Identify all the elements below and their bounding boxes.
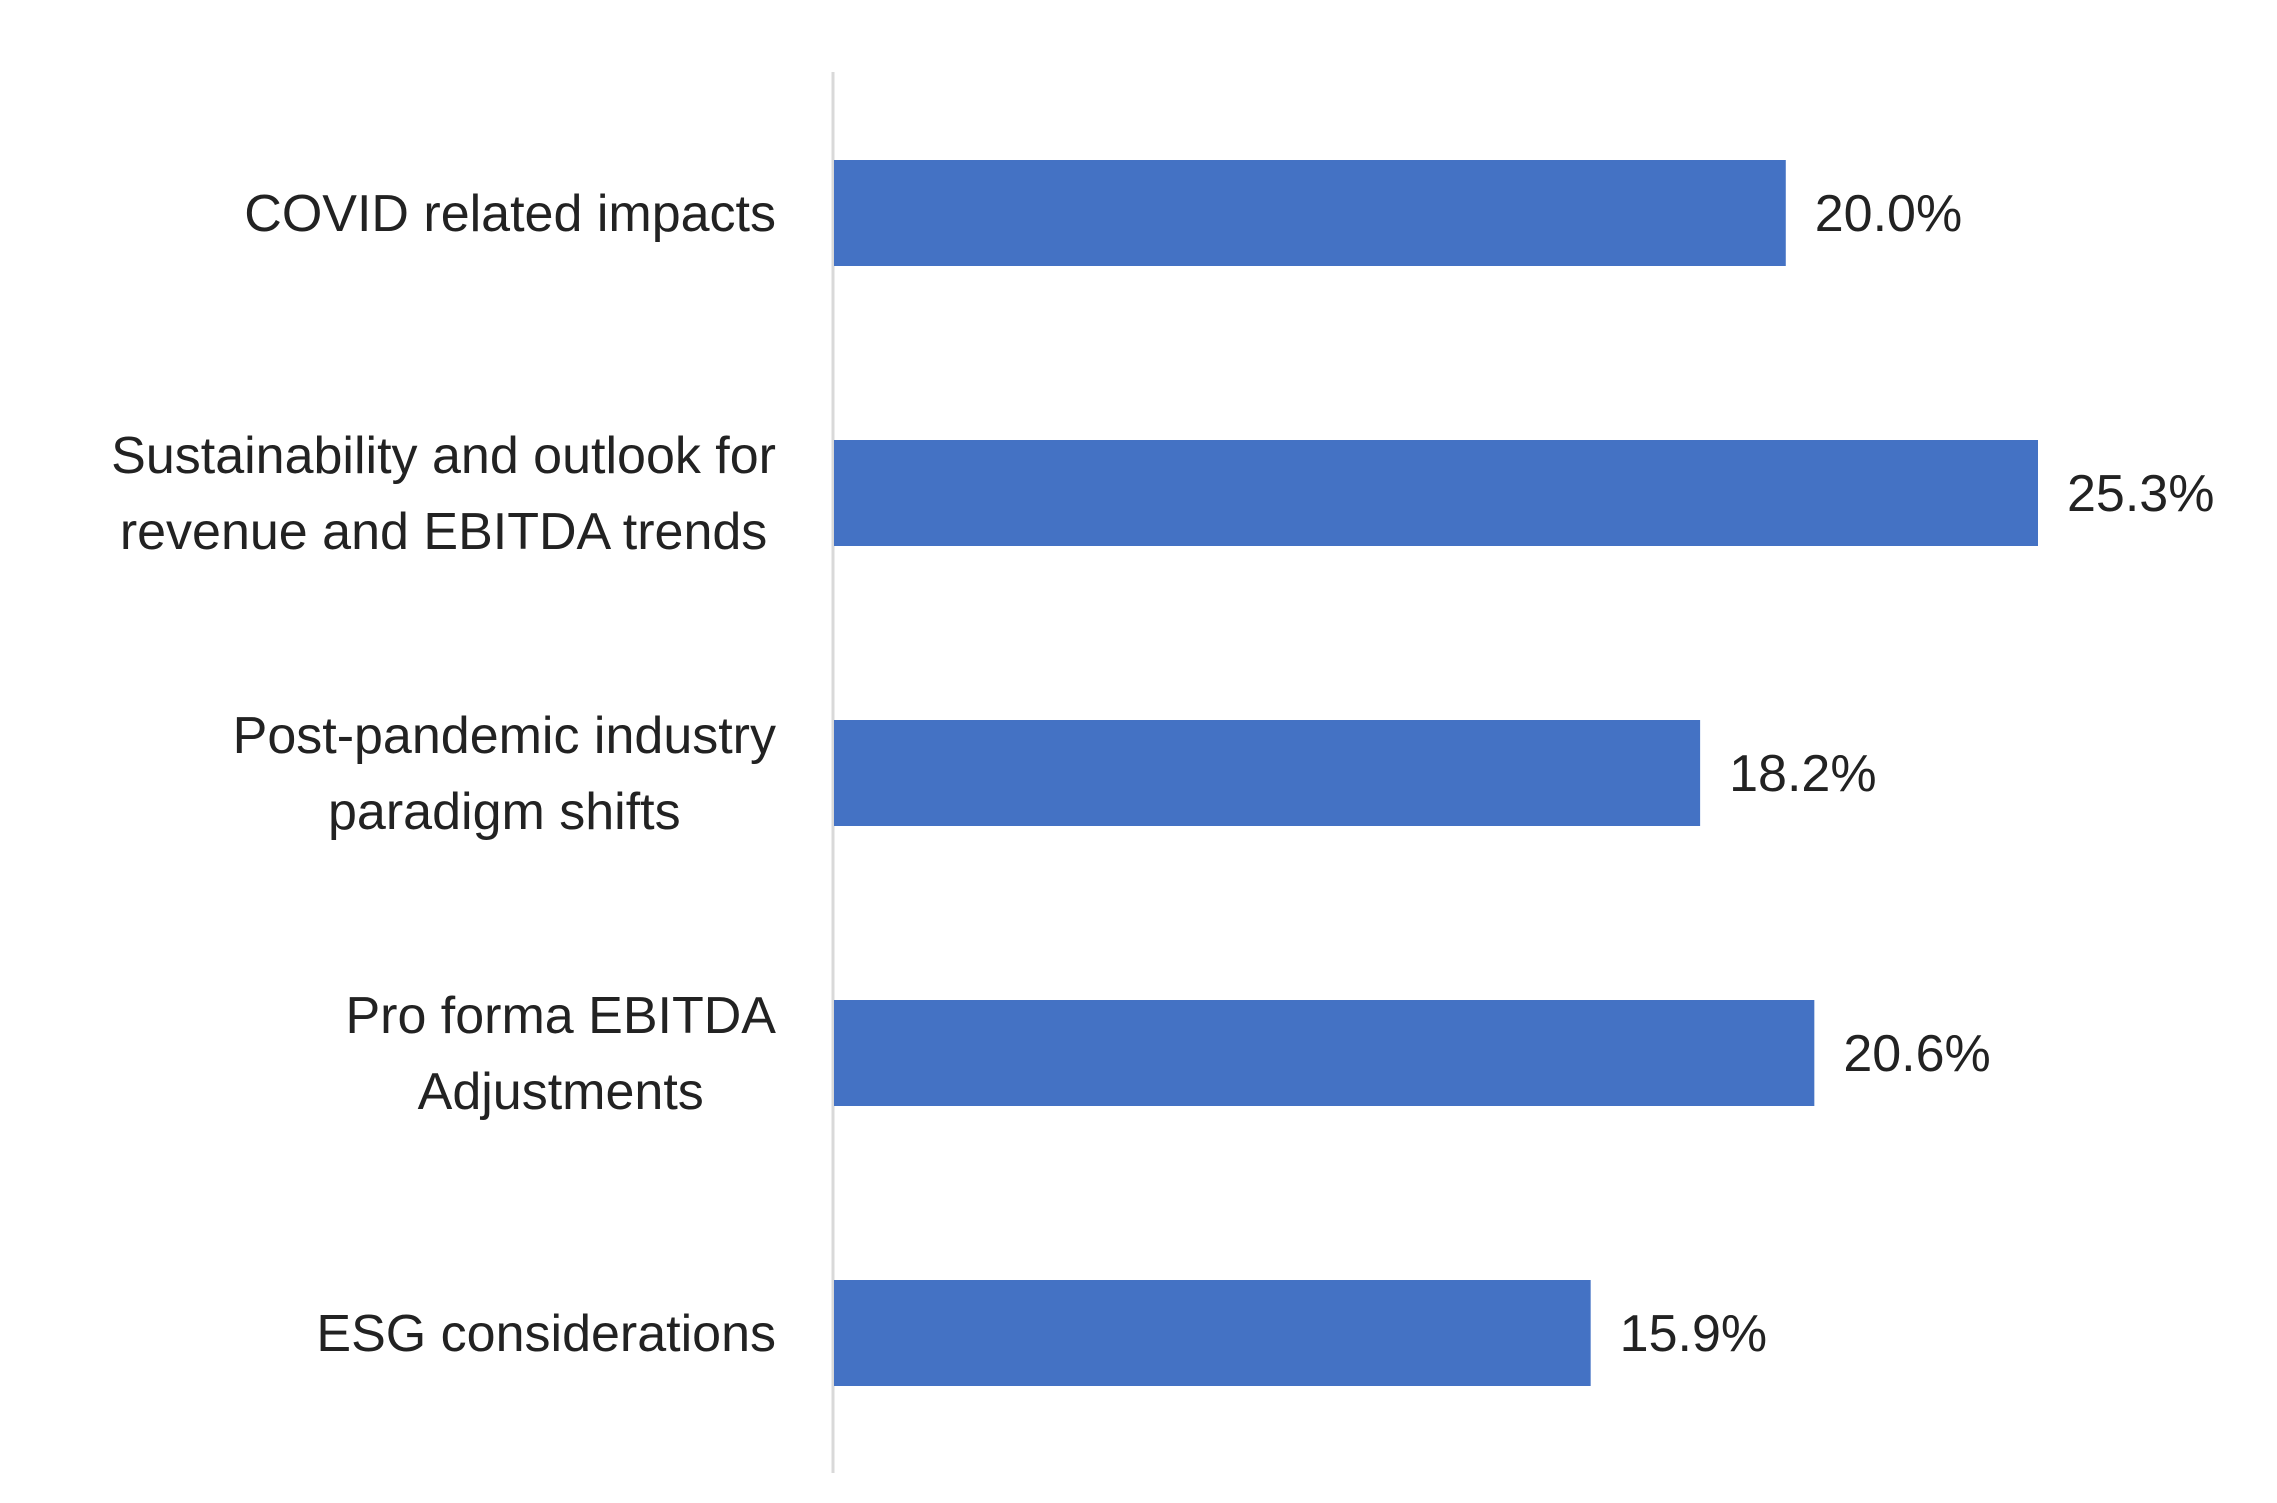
category-label-line: revenue and EBITDA trends xyxy=(120,503,768,561)
bar-2 xyxy=(834,440,2038,546)
data-label-2: 25.3% xyxy=(2067,465,2214,523)
bar-4 xyxy=(834,1000,1815,1106)
data-label-5: 15.9% xyxy=(1620,1305,1767,1363)
category-label-line: paradigm shifts xyxy=(328,783,681,841)
category-label-line: Post-pandemic industry xyxy=(233,707,776,765)
data-label-3: 18.2% xyxy=(1729,745,1876,803)
category-label-line: ESG considerations xyxy=(316,1305,776,1363)
category-label-line: Adjustments xyxy=(418,1063,704,1121)
category-label-line: Sustainability and outlook for xyxy=(111,427,776,485)
data-label-4: 20.6% xyxy=(1843,1025,1990,1083)
category-label-3: Post-pandemic industry paradigm shifts xyxy=(233,707,776,841)
value-labels-layer: 20.0% 25.3% 18.2% 20.6% 15.9% xyxy=(1620,185,2215,1363)
data-label-1: 20.0% xyxy=(1815,185,1962,243)
category-label-1: COVID related impacts xyxy=(244,185,776,243)
bars-layer xyxy=(834,160,2038,1386)
bar-5 xyxy=(834,1280,1591,1386)
category-label-line: Pro forma EBITDA xyxy=(345,987,776,1045)
category-label-5: ESG considerations xyxy=(316,1305,776,1363)
bar-3 xyxy=(834,720,1701,826)
category-label-4: Pro forma EBITDA Adjustments xyxy=(345,987,776,1121)
bar-1 xyxy=(834,160,1786,266)
category-labels-layer: COVID related impacts Sustainability and … xyxy=(111,185,776,1363)
category-label-line: COVID related impacts xyxy=(244,185,776,243)
category-label-2: Sustainability and outlook for revenue an… xyxy=(111,427,776,561)
